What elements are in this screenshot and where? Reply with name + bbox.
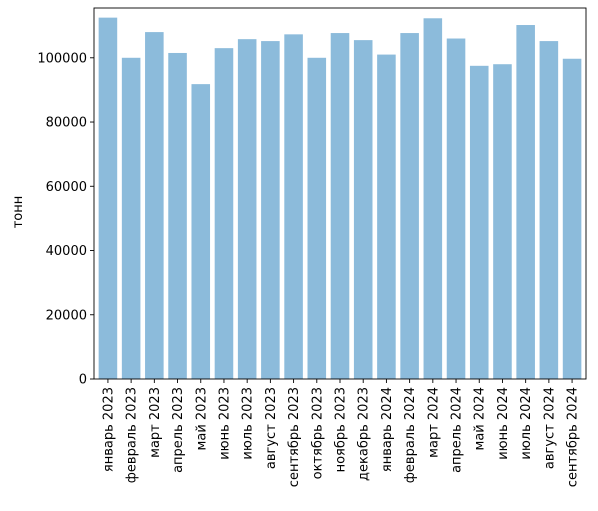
x-tick-label: май 2024 [473,387,488,450]
bar-21 [562,58,582,379]
x-tick-label: март 2024 [426,387,441,458]
bar-9 [284,34,303,380]
y-tick-label: 0 [79,373,87,388]
bar-2 [121,57,141,380]
bar-3 [145,32,164,379]
x-tick-label: август 2024 [542,387,557,469]
x-tick-label: декабрь 2023 [357,387,372,481]
bar-1 [98,17,118,380]
bar-7 [237,39,257,379]
bar-20 [539,41,559,380]
x-tick-label: февраль 2024 [403,387,418,483]
bar-18 [493,64,512,379]
bar-14 [400,33,419,380]
bar-10 [307,57,327,380]
x-tick-label: июнь 2023 [217,387,232,460]
bar-8 [261,41,280,380]
x-tick-label: январь 2024 [380,387,395,472]
bar-4 [168,52,187,379]
x-tick-label: июль 2023 [241,387,256,460]
x-tick-label: апрель 2024 [450,387,465,473]
x-tick-label: июнь 2024 [496,387,511,460]
x-tick-label: март 2023 [148,387,163,458]
bar-13 [377,54,396,380]
y-tick-label: 20000 [46,308,87,323]
bar-16 [446,38,466,380]
y-tick-label: 80000 [46,116,87,131]
bar-19 [516,25,535,380]
x-tick-label: сентябрь 2023 [287,387,302,487]
bar-17 [469,65,489,380]
y-tick-label: 60000 [46,180,87,195]
y-tick-label: 40000 [46,244,87,259]
x-tick-label: май 2023 [194,387,209,450]
x-tick-label: январь 2023 [101,387,116,472]
bar-12 [353,40,373,379]
bar-5 [191,84,211,380]
bar-6 [214,48,234,379]
y-axis-label: тонн [11,196,26,229]
x-ticks-group: январь 2023 февраль 2023 март 2023 апрель 2… [101,379,581,487]
y-tick-label: 100000 [37,51,87,66]
bar-15 [423,18,443,380]
x-tick-label: апрель 2023 [171,387,186,473]
x-tick-label: февраль 2023 [125,387,140,483]
x-tick-label: октябрь 2023 [310,387,325,479]
x-tick-label: август 2023 [264,387,279,469]
x-tick-label: сентябрь 2024 [566,387,581,487]
bars-group [98,17,582,380]
y-ticks-group: 0 20000 40000 60000 80000 100000 [37,51,94,388]
x-tick-label: ноябрь 2023 [334,387,349,472]
bar-11 [330,33,350,380]
x-tick-label: июль 2024 [519,387,534,460]
